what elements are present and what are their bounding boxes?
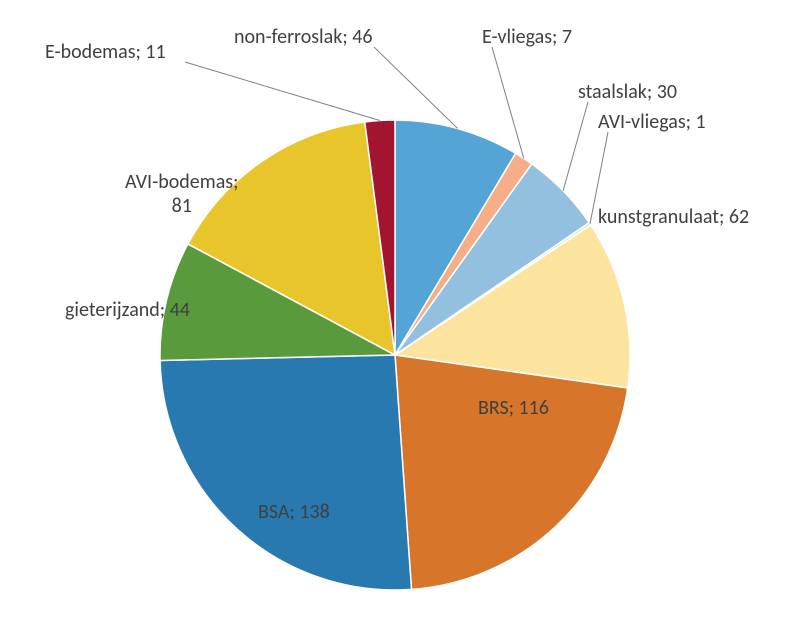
slice-BSA xyxy=(160,355,411,590)
label-AVI-bodemas: AVI-bodemas;81 xyxy=(125,170,238,218)
slice-BRS xyxy=(395,355,628,589)
label-BRS: BRS; 116 xyxy=(478,396,549,420)
leader-non-ferroslak xyxy=(374,47,458,128)
label-staalslak: staalslak; 30 xyxy=(578,80,677,104)
leader-E-bodemas xyxy=(185,62,380,120)
label-AVI-vliegas: AVI-vliegas; 1 xyxy=(598,110,706,134)
label-gieterijzand: gieterijzand; 44 xyxy=(65,298,190,322)
leader-staalslak xyxy=(563,102,588,191)
label-BSA: BSA; 138 xyxy=(258,500,330,524)
label-E-vliegas: E-vliegas; 7 xyxy=(482,25,572,49)
label-non-ferroslak: non-ferroslak; 46 xyxy=(234,25,372,49)
label-E-bodemas: E-bodemas; 11 xyxy=(45,40,166,64)
pie-chart: non-ferroslak; 46 E-vliegas; 7 staalslak; … xyxy=(0,0,807,622)
label-kunstgranulaat: kunstgranulaat; 62 xyxy=(598,205,749,229)
leader-E-vliegas xyxy=(492,47,524,158)
